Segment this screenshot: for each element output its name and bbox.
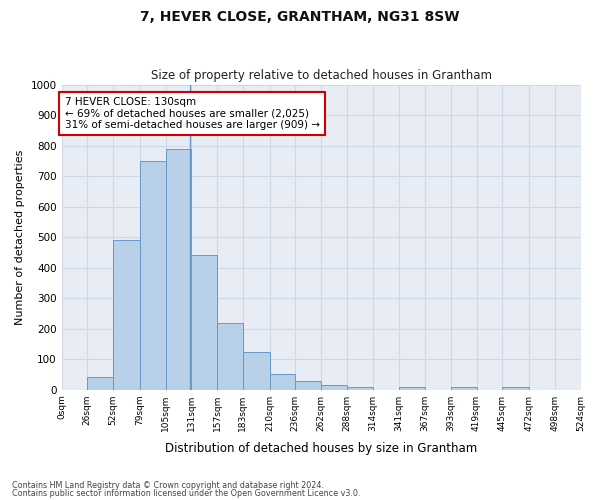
Bar [243,352,269,390]
Bar [87,378,113,390]
Bar [347,386,373,390]
Bar [295,382,321,390]
Bar [321,385,347,390]
Y-axis label: Number of detached properties: Number of detached properties [15,150,25,325]
Text: Contains HM Land Registry data © Crown copyright and database right 2024.: Contains HM Land Registry data © Crown c… [12,481,324,490]
Bar [451,387,476,390]
Text: Contains public sector information licensed under the Open Government Licence v3: Contains public sector information licen… [12,488,361,498]
Bar [166,148,191,390]
Bar [113,240,140,390]
Title: Size of property relative to detached houses in Grantham: Size of property relative to detached ho… [151,69,491,82]
Bar [502,387,529,390]
Text: 7, HEVER CLOSE, GRANTHAM, NG31 8SW: 7, HEVER CLOSE, GRANTHAM, NG31 8SW [140,10,460,24]
Bar [399,387,425,390]
Bar [269,374,295,390]
Bar [191,256,217,390]
Bar [140,161,166,390]
Bar [217,322,243,390]
Text: 7 HEVER CLOSE: 130sqm
← 69% of detached houses are smaller (2,025)
31% of semi-d: 7 HEVER CLOSE: 130sqm ← 69% of detached … [65,97,320,130]
X-axis label: Distribution of detached houses by size in Grantham: Distribution of detached houses by size … [165,442,477,455]
